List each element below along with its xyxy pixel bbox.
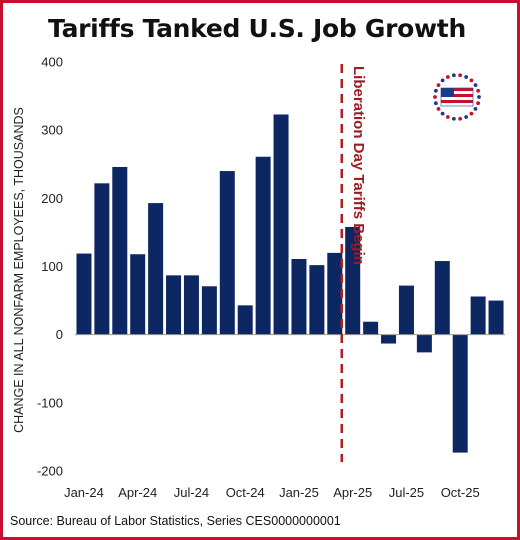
x-tick-label: Jan-24 [64, 485, 104, 500]
bar-Apr-24 [130, 254, 146, 335]
source-note: Source: Bureau of Labor Statistics, Seri… [10, 514, 341, 528]
y-tick-label: 200 [41, 191, 63, 206]
bar-Jul-25 [398, 285, 414, 335]
bar-Sep-24 [219, 171, 235, 335]
x-tick-label: Jan-25 [279, 485, 319, 500]
x-tick-label: Apr-25 [333, 485, 372, 500]
bar-Jun-25 [381, 334, 397, 344]
bar-Jul-24 [183, 275, 199, 335]
bar-Feb-25 [309, 265, 325, 335]
x-tick-label: Jul-24 [174, 485, 209, 500]
x-tick-label: Jul-25 [389, 485, 424, 500]
y-tick-label: 100 [41, 259, 63, 274]
bar-Jan-24 [76, 253, 92, 335]
american-flag-seal-icon [433, 73, 481, 121]
y-axis-label: CHANGE IN ALL NONFARM EMPLOYEES, THOUSAN… [12, 107, 26, 433]
x-tick-label: Oct-25 [441, 485, 480, 500]
bar-Jun-24 [166, 275, 182, 335]
x-tick-label: Oct-24 [226, 485, 265, 500]
bar-Nov-25 [470, 296, 486, 335]
y-tick-label: 0 [56, 327, 63, 342]
bar-Oct-25 [452, 334, 468, 453]
bar-Mar-25 [327, 252, 343, 335]
bar-May-25 [363, 321, 379, 335]
bar-Dec-25 [488, 300, 504, 335]
bar-Oct-24 [237, 305, 253, 335]
bar-Aug-25 [416, 334, 432, 353]
bar-Apr-25 [345, 226, 361, 335]
y-tick-label: -200 [37, 464, 63, 479]
bar-Feb-24 [94, 183, 110, 335]
bar-Sep-25 [434, 261, 450, 335]
bar-Mar-24 [112, 166, 128, 335]
annotation-label: Liberation Day Tariffs Begin [350, 66, 367, 265]
bar-Aug-24 [201, 286, 217, 335]
y-tick-label: -100 [37, 395, 63, 410]
x-tick-label: Apr-24 [118, 485, 157, 500]
bar-Nov-24 [255, 156, 271, 335]
chart-title: Tariffs Tanked U.S. Job Growth [48, 14, 466, 43]
y-tick-label: 300 [41, 123, 63, 138]
bar-May-24 [148, 203, 164, 335]
bar-Dec-24 [273, 114, 289, 335]
bar-Jan-25 [291, 259, 307, 335]
y-tick-label: 400 [41, 55, 63, 70]
